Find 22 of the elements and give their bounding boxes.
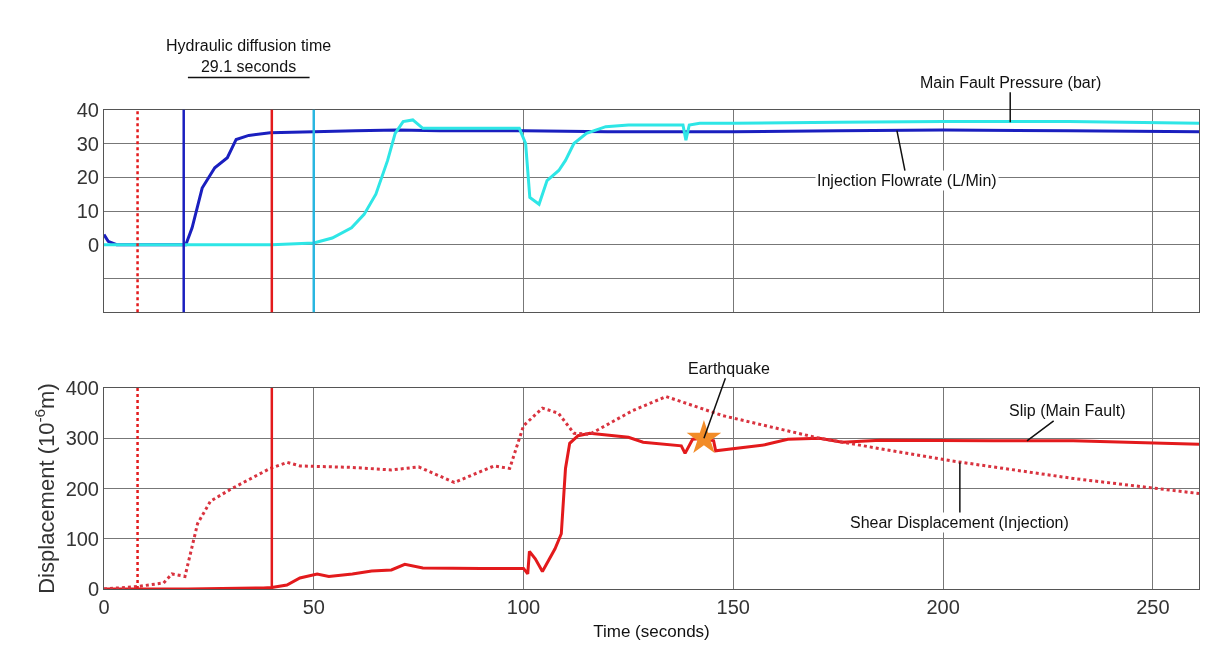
x-axis-title: Time (seconds) xyxy=(593,622,710,642)
y-tick-label: 30 xyxy=(76,132,99,155)
x-tick-label: 250 xyxy=(1136,596,1170,618)
x-tick-label: 200 xyxy=(926,596,960,618)
annotation: Slip (Main Fault) xyxy=(1009,402,1126,419)
y-tick-label: 40 xyxy=(76,98,99,121)
y-tick-label: 200 xyxy=(65,477,99,500)
y-tick-label: 10 xyxy=(76,200,99,222)
text: Hydraulic diffusion time 29.1 seconds xyxy=(166,37,332,75)
y-tick-label: 400 xyxy=(65,377,99,400)
annotation: Main Fault Pressure (bar) xyxy=(920,74,1102,91)
y-tick-label: 100 xyxy=(65,527,99,550)
y-tick-label: 0 xyxy=(87,578,99,600)
x-tick-label: 150 xyxy=(716,596,750,618)
annotation: Shear Displacement (Injection) xyxy=(850,514,1069,531)
x-tick-label: 100 xyxy=(506,596,541,618)
y-tick-label: 300 xyxy=(65,427,99,450)
annotation: Injection Flowrate (L/Min) xyxy=(817,172,997,189)
y-tick-label: 20 xyxy=(76,166,99,189)
y-tick-label: 0 xyxy=(87,233,99,256)
annotation: Earthquake xyxy=(688,360,770,377)
x-tick-label: 50 xyxy=(302,596,325,618)
